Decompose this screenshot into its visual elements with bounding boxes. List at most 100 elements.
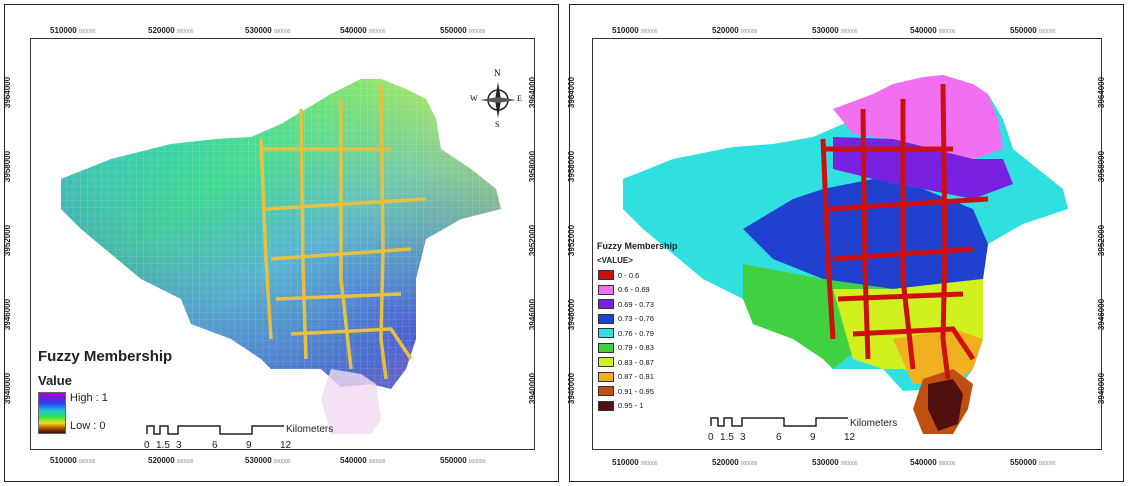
right-y-tick-right-5: 3940000 <box>1097 372 1107 405</box>
right-scale-unit: Kilometers <box>850 418 898 429</box>
left-map-area <box>30 38 535 450</box>
right-y-tick-5: 3940000 <box>567 372 577 405</box>
legend-swatch <box>598 313 614 324</box>
legend-swatch <box>598 371 614 382</box>
left-y-tick-5: 3940000 <box>3 372 13 405</box>
right-scale-4: 9 <box>810 432 816 443</box>
west-label: W <box>470 94 478 103</box>
left-legend-subtitle: Value <box>38 373 72 388</box>
left-scale-5: 12 <box>280 440 292 451</box>
left-x-tick-bottom-1: 510000 000000 <box>50 456 96 465</box>
legend-class-label: 0.73 - 0.76 <box>618 314 654 323</box>
legend-swatch <box>598 342 614 353</box>
legend-class-label: 0.87 - 0.91 <box>618 372 654 381</box>
right-legend-subtitle: <VALUE> <box>597 256 633 265</box>
right-scale-3: 6 <box>776 432 782 443</box>
left-x-tick-bottom-4: 540000 000000 <box>340 456 386 465</box>
compass-rose-icon: N S E W <box>470 68 522 130</box>
left-x-tick-1: 510000 000000 <box>50 26 96 35</box>
left-y-tick-3: 3952000 <box>3 224 13 257</box>
right-raster-svg <box>623 75 1068 434</box>
legend-swatch <box>598 299 614 309</box>
right-y-tick-right-3: 3952000 <box>1097 224 1107 257</box>
legend-class-label: 0.95 - 1 <box>618 401 644 410</box>
left-y-tick-right-3: 3952000 <box>528 224 538 257</box>
right-scale-1: 1.5 <box>720 432 734 443</box>
legend-class-row: 0.73 - 0.76 <box>598 313 654 324</box>
right-scale-2: 3 <box>740 432 746 443</box>
right-y-tick-4: 3946000 <box>567 298 577 331</box>
right-x-tick-bottom-5: 550000 000000 <box>1010 458 1056 467</box>
legend-class-row: 0.91 - 0.95 <box>598 386 654 396</box>
legend-class-label: 0.83 - 0.87 <box>618 357 654 367</box>
left-scale-bar <box>146 424 286 436</box>
high-label: High : 1 <box>70 392 108 404</box>
left-y-tick-right-5: 3940000 <box>528 372 538 405</box>
north-label: N <box>494 68 501 78</box>
right-y-tick-1: 3964000 <box>567 76 577 109</box>
legend-class-row: 0 - 0.6 <box>598 270 639 280</box>
right-road-network <box>820 83 989 380</box>
right-y-tick-right-4: 3946000 <box>1097 298 1107 331</box>
left-color-ramp <box>38 392 66 434</box>
right-y-tick-2: 3958000 <box>567 150 577 183</box>
right-x-tick-1: 510000 000000 <box>612 26 658 35</box>
right-y-tick-right-1: 3964000 <box>1097 76 1107 109</box>
left-scale-unit: Kilometers <box>286 424 334 435</box>
left-study-area-shape <box>61 79 501 434</box>
left-x-tick-bottom-2: 520000 000000 <box>148 456 194 465</box>
right-x-tick-3: 530000 000000 <box>812 26 858 35</box>
left-x-tick-bottom-3: 530000 000000 <box>245 456 291 465</box>
left-legend-title: Fuzzy Membership <box>38 348 173 365</box>
right-study-area-shape <box>623 75 1068 434</box>
left-y-tick-1: 3964000 <box>3 76 13 109</box>
legend-class-row: 0.69 - 0.73 <box>598 299 654 309</box>
legend-swatch <box>598 284 614 295</box>
right-x-tick-2: 520000 000000 <box>712 26 758 35</box>
low-label: Low : 0 <box>70 420 106 432</box>
legend-swatch <box>598 328 614 338</box>
legend-class-label: 0.91 - 0.95 <box>618 386 654 396</box>
legend-class-label: 0.69 - 0.73 <box>618 299 654 309</box>
left-scale-0: 0 <box>144 440 150 451</box>
right-y-tick-right-2: 3958000 <box>1097 150 1107 183</box>
left-scale-1: 1.5 <box>156 440 170 451</box>
right-legend-title: Fuzzy Membership <box>597 241 678 251</box>
east-label: E <box>517 94 522 103</box>
left-y-tick-4: 3946000 <box>3 298 13 331</box>
legend-swatch <box>598 400 614 411</box>
legend-class-row: 0.83 - 0.87 <box>598 357 654 367</box>
left-x-tick-2: 520000 000000 <box>148 26 194 35</box>
right-scale-0: 0 <box>708 432 714 443</box>
legend-class-row: 0.79 - 0.83 <box>598 342 654 353</box>
legend-class-row: 0.6 - 0.69 <box>598 284 650 295</box>
south-label: S <box>495 120 500 129</box>
right-y-tick-3: 3952000 <box>567 224 577 257</box>
legend-class-label: 0.76 - 0.79 <box>618 328 654 338</box>
legend-class-label: 0.79 - 0.83 <box>618 343 654 352</box>
right-x-tick-bottom-2: 520000 000000 <box>712 458 758 467</box>
left-raster-svg <box>61 79 501 434</box>
legend-swatch <box>598 357 614 367</box>
right-map-area <box>592 38 1102 450</box>
left-x-tick-5: 550000 000000 <box>440 26 486 35</box>
legend-class-label: 0 - 0.6 <box>618 270 640 280</box>
legend-swatch <box>598 386 614 396</box>
right-x-tick-4: 540000 000000 <box>910 26 956 35</box>
left-x-tick-bottom-5: 550000 000000 <box>440 456 486 465</box>
left-y-tick-right-4: 3946000 <box>528 298 538 331</box>
left-scale-2: 3 <box>176 440 182 451</box>
left-y-tick-right-2: 3958000 <box>528 150 538 183</box>
left-x-tick-4: 540000 000000 <box>340 26 386 35</box>
left-y-tick-2: 3958000 <box>3 150 13 183</box>
right-x-tick-5: 550000 000000 <box>1010 26 1056 35</box>
left-y-tick-right-1: 3964000 <box>528 76 538 109</box>
legend-class-label: 0.6 - 0.69 <box>618 285 650 294</box>
left-scale-4: 9 <box>246 440 252 451</box>
left-x-tick-3: 530000 000000 <box>245 26 291 35</box>
legend-class-row: 0.76 - 0.79 <box>598 328 654 338</box>
legend-class-row: 0.95 - 1 <box>598 400 644 411</box>
left-road-network <box>259 83 427 380</box>
right-x-tick-bottom-3: 530000 000000 <box>812 458 858 467</box>
left-scale-3: 6 <box>212 440 218 451</box>
